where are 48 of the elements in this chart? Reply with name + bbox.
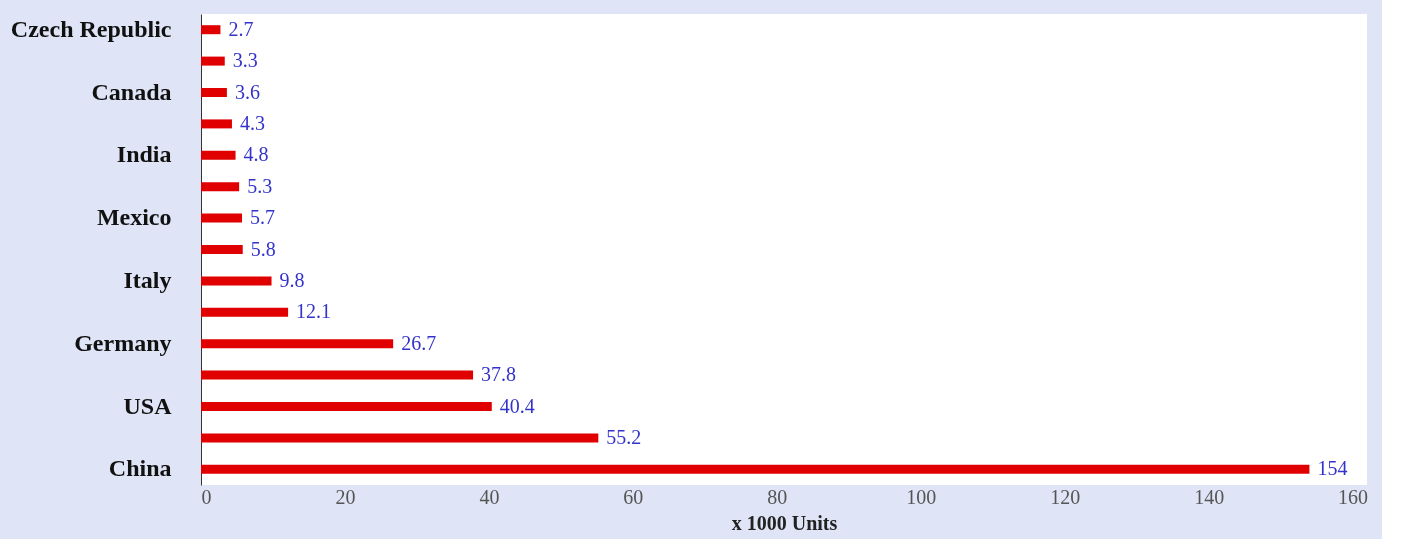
y-tick-label: China (108, 455, 172, 482)
x-tick-label: 40 (479, 485, 500, 508)
bar (201, 213, 243, 223)
data-label: 5.7 (250, 206, 276, 229)
data-label: 26.7 (401, 331, 437, 354)
x-tick-label: 100 (906, 485, 937, 508)
bar (201, 370, 474, 380)
y-tick-label: Mexico (96, 204, 172, 231)
y-tick-label: Germany (74, 329, 172, 356)
bar (201, 464, 1310, 474)
x-axis-title: x 1000 Units (731, 511, 838, 534)
x-tick-label: 20 (335, 485, 356, 508)
x-tick-label: 160 (1338, 485, 1369, 508)
x-tick-label: 120 (1050, 485, 1081, 508)
y-tick-label: Czech Republic (10, 15, 172, 42)
bar (201, 339, 394, 349)
data-label: 12.1 (296, 300, 332, 323)
bar (201, 88, 227, 97)
bar (201, 150, 236, 160)
bar (201, 119, 232, 129)
x-tick-label: 0 (201, 485, 212, 508)
bar (201, 245, 243, 254)
bar (201, 25, 221, 35)
x-tick-label: 140 (1194, 485, 1225, 508)
data-label: 3.3 (232, 49, 258, 72)
data-label: 154 (1317, 457, 1348, 480)
data-label: 2.7 (228, 17, 254, 40)
y-tick-label: Canada (91, 78, 172, 105)
y-tick-label: India (116, 141, 172, 168)
bar (201, 182, 240, 192)
data-label: 37.8 (481, 363, 517, 386)
bar (201, 56, 225, 66)
bar (201, 402, 492, 411)
data-label: 3.6 (234, 80, 260, 103)
data-label: 55.2 (606, 425, 642, 448)
y-tick-label: USA (123, 392, 173, 419)
x-tick-label: 60 (623, 485, 644, 508)
data-label: 5.8 (250, 237, 276, 260)
bar (201, 307, 289, 317)
bar (201, 276, 272, 286)
data-label: 40.4 (499, 394, 535, 417)
x-tick-label: 80 (767, 485, 788, 508)
data-label: 4.3 (239, 111, 265, 134)
data-label: 5.3 (247, 174, 273, 197)
bar (201, 433, 599, 443)
data-label: 4.8 (243, 143, 269, 166)
data-label: 9.8 (279, 268, 305, 291)
y-tick-label: Italy (123, 266, 172, 293)
